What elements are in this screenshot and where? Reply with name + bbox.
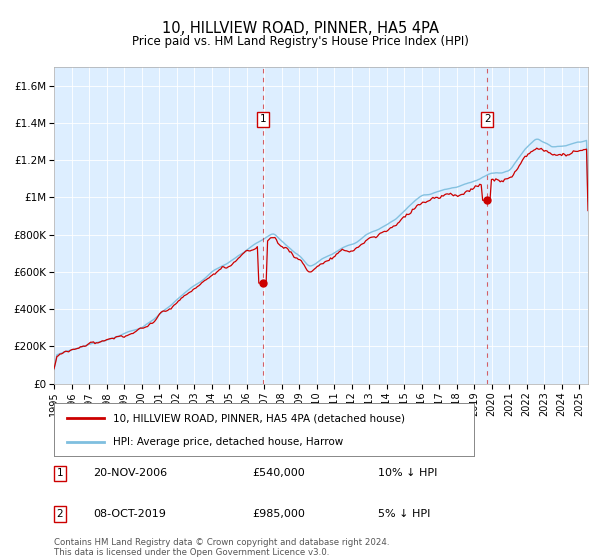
Text: 10, HILLVIEW ROAD, PINNER, HA5 4PA: 10, HILLVIEW ROAD, PINNER, HA5 4PA: [161, 21, 439, 36]
Text: 20-NOV-2006: 20-NOV-2006: [93, 468, 167, 478]
Text: 5% ↓ HPI: 5% ↓ HPI: [378, 509, 430, 519]
Text: 2: 2: [484, 114, 491, 124]
Text: 08-OCT-2019: 08-OCT-2019: [93, 509, 166, 519]
Text: 10, HILLVIEW ROAD, PINNER, HA5 4PA (detached house): 10, HILLVIEW ROAD, PINNER, HA5 4PA (deta…: [113, 413, 405, 423]
Text: Price paid vs. HM Land Registry's House Price Index (HPI): Price paid vs. HM Land Registry's House …: [131, 35, 469, 48]
Text: 2: 2: [56, 509, 64, 519]
Text: £540,000: £540,000: [252, 468, 305, 478]
Text: Contains HM Land Registry data © Crown copyright and database right 2024.
This d: Contains HM Land Registry data © Crown c…: [54, 538, 389, 557]
Text: 1: 1: [259, 114, 266, 124]
Text: 10% ↓ HPI: 10% ↓ HPI: [378, 468, 437, 478]
Text: HPI: Average price, detached house, Harrow: HPI: Average price, detached house, Harr…: [113, 436, 343, 446]
Text: £985,000: £985,000: [252, 509, 305, 519]
Text: 1: 1: [56, 468, 64, 478]
